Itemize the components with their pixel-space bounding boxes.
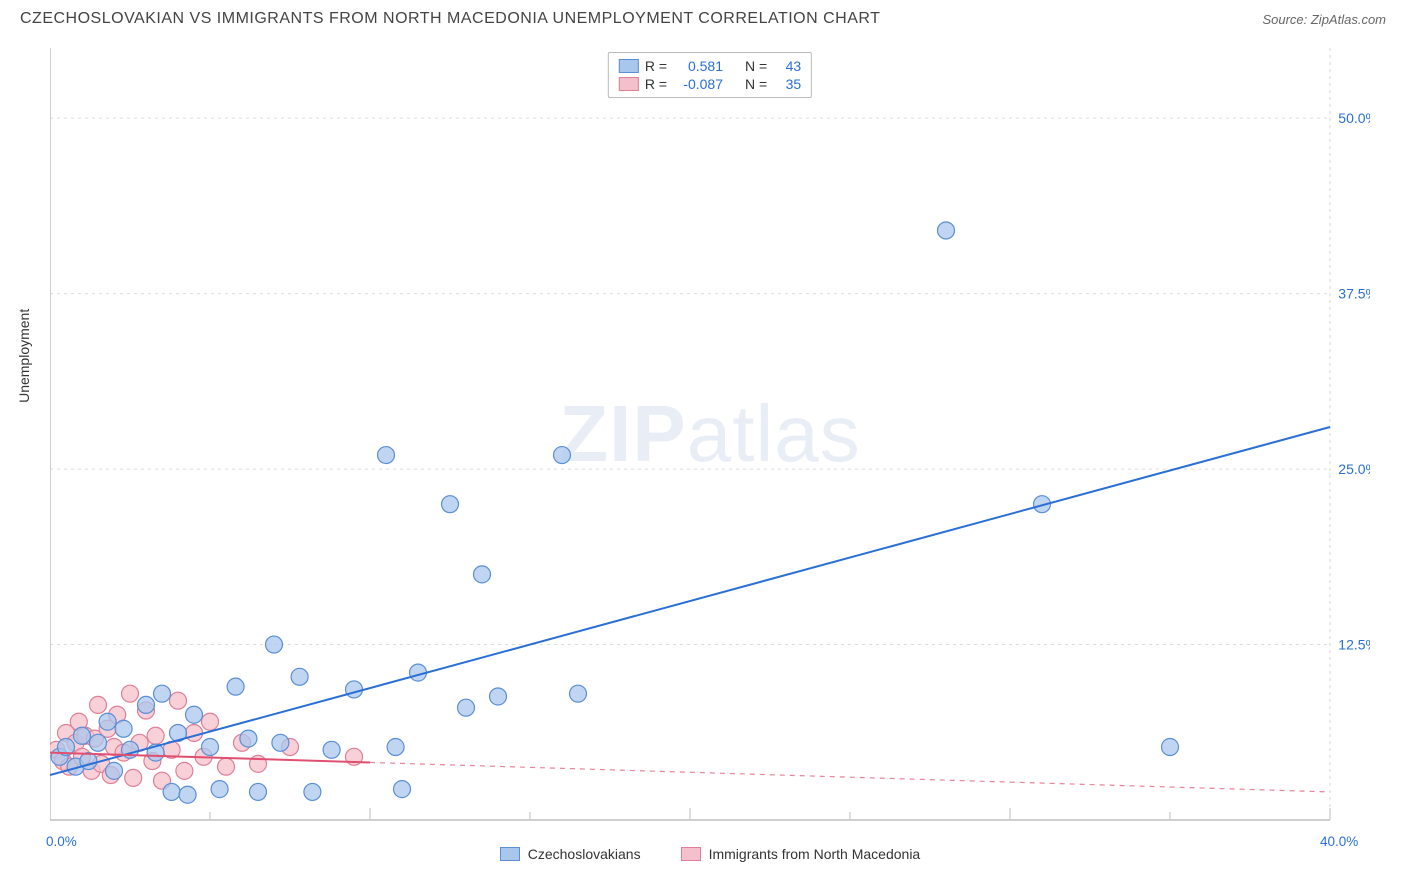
r-value-2: -0.087	[673, 76, 723, 92]
n-label-1: N =	[745, 58, 767, 74]
legend-swatch-series-2	[681, 847, 701, 861]
legend-item-2: Immigrants from North Macedonia	[681, 846, 921, 862]
x-axis-min-label: 0.0%	[46, 834, 77, 849]
chart-container: Unemployment ZIPatlas 12.5%25.0%37.5%50.…	[50, 40, 1370, 860]
legend-label-2: Immigrants from North Macedonia	[709, 846, 921, 862]
y-axis-label: Unemployment	[16, 309, 32, 403]
correlation-legend: R = 0.581 N = 43 R = -0.087 N = 35	[608, 52, 812, 98]
n-value-2: 35	[773, 76, 801, 92]
svg-text:12.5%: 12.5%	[1338, 637, 1370, 653]
n-value-1: 43	[773, 58, 801, 74]
legend-row-2: R = -0.087 N = 35	[619, 75, 801, 93]
legend-swatch-2	[619, 77, 639, 91]
chart-title: CZECHOSLOVAKIAN VS IMMIGRANTS FROM NORTH…	[20, 10, 880, 28]
svg-text:37.5%: 37.5%	[1338, 286, 1370, 302]
legend-item-1: Czechoslovakians	[500, 846, 641, 862]
legend-swatch-series-1	[500, 847, 520, 861]
r-value-1: 0.581	[673, 58, 723, 74]
source-attribution: Source: ZipAtlas.com	[1262, 12, 1386, 27]
header: CZECHOSLOVAKIAN VS IMMIGRANTS FROM NORTH…	[0, 0, 1406, 34]
svg-text:25.0%: 25.0%	[1338, 461, 1370, 477]
x-axis-max-label: 40.0%	[1320, 834, 1358, 849]
legend-label-1: Czechoslovakians	[528, 846, 641, 862]
series-legend: Czechoslovakians Immigrants from North M…	[50, 846, 1370, 862]
scatter-plot: 12.5% 25.0% 37.5% 50.0%	[50, 40, 1370, 860]
r-label-2: R =	[645, 76, 667, 92]
svg-text:50.0%: 50.0%	[1338, 110, 1370, 126]
n-label-2: N =	[745, 76, 767, 92]
legend-row-1: R = 0.581 N = 43	[619, 57, 801, 75]
legend-swatch-1	[619, 59, 639, 73]
r-label-1: R =	[645, 58, 667, 74]
